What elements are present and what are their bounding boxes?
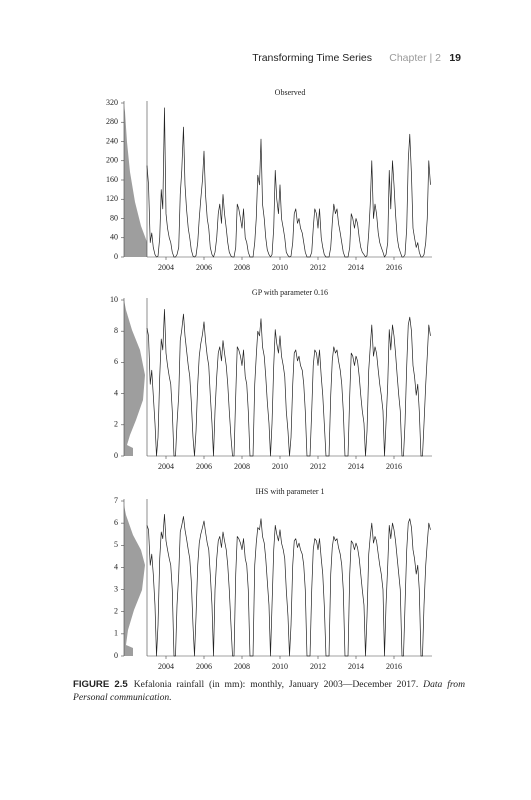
x-tick-label: 2006	[196, 263, 212, 272]
figure-caption: FIGURE 2.5 Kefalonia rainfall (in mm): mo…	[73, 678, 465, 704]
y-tick-label: 200	[106, 156, 118, 165]
data-line	[146, 513, 431, 657]
x-tick-label: 2010	[272, 462, 288, 471]
data-line	[146, 309, 431, 457]
x-tick-label: 2016	[386, 462, 402, 471]
caption-label: FIGURE 2.5	[73, 679, 128, 690]
y-tick-label: 2	[114, 607, 118, 616]
y-tick-label: 240	[106, 136, 118, 145]
x-tick-label: 2010	[272, 662, 288, 671]
y-tick-label: 8	[114, 326, 118, 335]
y-tick-label: 0	[114, 451, 118, 460]
x-tick-label: 2008	[234, 662, 250, 671]
y-tick-label: 2	[114, 420, 118, 429]
y-tick-label: 7	[114, 496, 118, 505]
y-tick-label: 280	[106, 117, 118, 126]
y-tick-label: 80	[110, 213, 118, 222]
y-tick-label: 0	[114, 651, 118, 660]
y-tick-label: 40	[110, 233, 118, 242]
x-tick-label: 2008	[234, 263, 250, 272]
x-tick-label: 2008	[234, 462, 250, 471]
chart-title: Observed	[275, 88, 306, 97]
y-tick-label: 5	[114, 540, 118, 549]
chapter-label: Chapter | 2	[389, 52, 441, 64]
x-tick-label: 2012	[310, 662, 326, 671]
x-tick-label: 2012	[310, 462, 326, 471]
data-line	[146, 107, 431, 258]
density-shape	[124, 105, 147, 257]
density-shape	[124, 505, 145, 656]
density-shape	[124, 300, 145, 456]
x-tick-label: 2012	[310, 263, 326, 272]
y-tick-label: 0	[114, 252, 118, 261]
x-tick-label: 2004	[158, 662, 174, 671]
x-tick-label: 2010	[272, 263, 288, 272]
page-number: 19	[449, 52, 461, 64]
y-tick-label: 3	[114, 584, 118, 593]
y-tick-label: 320	[106, 98, 118, 107]
x-tick-label: 2014	[348, 662, 364, 671]
y-tick-label: 4	[114, 388, 118, 397]
y-tick-label: 6	[114, 518, 118, 527]
x-tick-label: 2004	[158, 462, 174, 471]
y-tick-label: 1	[114, 629, 118, 638]
y-tick-label: 10	[110, 295, 118, 304]
x-tick-label: 2014	[348, 462, 364, 471]
x-tick-label: 2006	[196, 462, 212, 471]
caption-text: Kefalonia rainfall (in mm): monthly, Jan…	[133, 679, 419, 690]
x-tick-label: 2014	[348, 263, 364, 272]
caption-source: Data from Personal communication.	[73, 679, 465, 703]
x-tick-label: 2016	[386, 662, 402, 671]
x-tick-label: 2006	[196, 662, 212, 671]
y-tick-label: 160	[106, 175, 118, 184]
x-tick-label: 2004	[158, 263, 174, 272]
y-tick-label: 4	[114, 562, 118, 571]
chart-title: IHS with parameter 1	[255, 487, 324, 496]
chart-title: GP with parameter 0.16	[252, 288, 328, 297]
y-tick-label: 6	[114, 357, 118, 366]
running-title: Transforming Time Series	[252, 52, 372, 64]
y-tick-label: 120	[106, 194, 118, 203]
x-tick-label: 2016	[386, 263, 402, 272]
